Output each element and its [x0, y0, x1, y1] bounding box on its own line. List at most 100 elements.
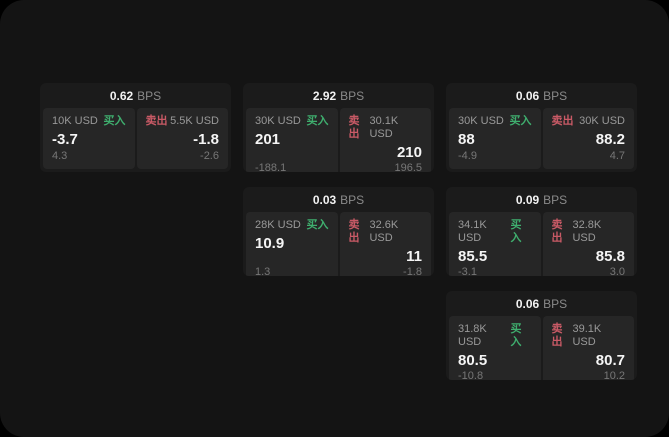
bps-value: 0.09	[515, 192, 540, 207]
buy-panel[interactable]: 34.1K USD 买入 85.5 -3.1	[449, 212, 541, 276]
sell-price: 210	[396, 144, 422, 161]
sell-price: -1.8	[193, 131, 219, 148]
bps-value: 0.06	[515, 296, 540, 311]
sell-panel[interactable]: 卖出 30K USD 88.2 4.7	[542, 108, 634, 169]
buy-amount: 30K USD	[458, 115, 504, 127]
buy-delta: -3.1	[458, 266, 477, 276]
buy-amount: 31.8K USD	[458, 323, 487, 348]
quote-card-header: 0.62 BPS	[40, 83, 231, 108]
bps-unit-label: BPS	[543, 192, 568, 207]
sell-label: 卖出	[551, 323, 563, 348]
sell-panel-top: 卖出 32.8K USD	[552, 219, 626, 245]
sell-delta: 196.5	[394, 162, 422, 172]
sell-price: 11	[406, 248, 422, 265]
buy-label: 买入	[306, 115, 329, 127]
quote-card-header: 0.09 BPS	[446, 187, 637, 212]
buy-price: 201	[255, 131, 281, 148]
sell-panel[interactable]: 卖出 32.6K USD 11 -1.8	[339, 212, 431, 276]
sell-panel[interactable]: 卖出 30.1K USD 210 196.5	[339, 108, 431, 172]
quote-panels: 28K USD 买入 10.9 1.3 卖出 32.6K USD 11 -1.8	[243, 212, 434, 276]
buy-panel-top: 28K USD 买入	[255, 219, 329, 232]
buy-panel[interactable]: 10K USD 买入 -3.7 4.3	[43, 108, 135, 169]
sell-label: 卖出	[348, 219, 360, 244]
buy-price: 85.5	[458, 248, 488, 265]
sell-price: 85.8	[595, 248, 625, 265]
bps-value: 0.62	[109, 88, 134, 103]
quote-card: 0.09 BPS 34.1K USD 买入 85.5 -3.1 卖出 32.8K…	[446, 187, 637, 276]
sell-amount: 30K USD	[579, 115, 625, 127]
sell-delta: 4.7	[609, 150, 625, 162]
quote-card-header: 2.92 BPS	[243, 83, 434, 108]
quote-panels: 34.1K USD 买入 85.5 -3.1 卖出 32.8K USD 85.8…	[446, 212, 637, 276]
buy-panel[interactable]: 30K USD 买入 88 -4.9	[449, 108, 541, 169]
buy-panel-top: 31.8K USD 买入	[458, 323, 532, 349]
sell-panel[interactable]: 卖出 5.5K USD -1.8 -2.6	[136, 108, 228, 169]
buy-label: 买入	[509, 115, 532, 127]
buy-price: 88	[458, 131, 475, 148]
buy-amount: 30K USD	[255, 115, 301, 127]
quote-card: 2.92 BPS 30K USD 买入 201 -188.1 卖出 30.1K …	[243, 83, 434, 172]
quote-card: 0.06 BPS 31.8K USD 买入 80.5 -10.8 卖出 39.1…	[446, 291, 637, 380]
sell-amount: 5.5K USD	[170, 115, 219, 127]
buy-delta: -10.8	[458, 370, 484, 380]
quote-panels: 30K USD 买入 88 -4.9 卖出 30K USD 88.2 4.7	[446, 108, 637, 172]
sell-panel-top: 卖出 5.5K USD	[146, 115, 220, 128]
sell-amount: 32.8K USD	[572, 219, 602, 244]
sell-delta: -1.8	[403, 266, 422, 276]
buy-panel-top: 30K USD 买入	[458, 115, 532, 128]
buy-amount: 10K USD	[52, 115, 98, 127]
quotes-grid: 0.62 BPS 10K USD 买入 -3.7 4.3 卖出 5.5K USD…	[40, 83, 637, 380]
sell-panel[interactable]: 卖出 32.8K USD 85.8 3.0	[542, 212, 634, 276]
buy-label: 买入	[103, 115, 126, 127]
quote-panels: 10K USD 买入 -3.7 4.3 卖出 5.5K USD -1.8 -2.…	[40, 108, 231, 172]
bps-unit-label: BPS	[543, 88, 568, 103]
sell-label: 卖出	[348, 115, 360, 140]
buy-amount: 28K USD	[255, 219, 301, 231]
bps-value: 0.06	[515, 88, 540, 103]
buy-delta: 1.3	[255, 266, 271, 276]
sell-amount: 39.1K USD	[572, 323, 602, 348]
buy-panel[interactable]: 28K USD 买入 10.9 1.3	[246, 212, 338, 276]
bps-unit-label: BPS	[340, 192, 365, 207]
sell-price: 80.7	[595, 352, 625, 369]
sell-price: 88.2	[595, 131, 625, 148]
buy-price: 80.5	[458, 352, 488, 369]
bps-unit-label: BPS	[340, 88, 365, 103]
quote-card: 0.06 BPS 30K USD 买入 88 -4.9 卖出 30K USD 8…	[446, 83, 637, 172]
buy-panel-top: 34.1K USD 买入	[458, 219, 532, 245]
bps-value: 0.03	[312, 192, 337, 207]
quote-card-header: 0.06 BPS	[446, 291, 637, 316]
buy-amount: 34.1K USD	[458, 219, 487, 244]
buy-label: 买入	[306, 219, 329, 231]
buy-panel-top: 10K USD 买入	[52, 115, 126, 128]
buy-panel-top: 30K USD 买入	[255, 115, 329, 128]
quote-panels: 30K USD 买入 201 -188.1 卖出 30.1K USD 210 1…	[243, 108, 434, 172]
bps-value: 2.92	[312, 88, 337, 103]
sell-label: 卖出	[551, 115, 574, 127]
buy-delta: -4.9	[458, 150, 477, 162]
buy-delta: 4.3	[52, 150, 68, 162]
sell-delta: -2.6	[200, 150, 219, 162]
quote-card: 0.62 BPS 10K USD 买入 -3.7 4.3 卖出 5.5K USD…	[40, 83, 231, 172]
buy-label: 买入	[510, 219, 522, 244]
sell-delta: 10.2	[603, 370, 625, 380]
bps-unit-label: BPS	[137, 88, 162, 103]
sell-panel-top: 卖出 39.1K USD	[552, 323, 626, 349]
sell-delta: 3.0	[609, 266, 625, 276]
buy-label: 买入	[510, 323, 522, 348]
bps-unit-label: BPS	[543, 296, 568, 311]
buy-panel[interactable]: 31.8K USD 买入 80.5 -10.8	[449, 316, 541, 380]
quote-panels: 31.8K USD 买入 80.5 -10.8 卖出 39.1K USD 80.…	[446, 316, 637, 380]
quote-card-header: 0.06 BPS	[446, 83, 637, 108]
sell-label: 卖出	[145, 115, 168, 127]
buy-price: 10.9	[255, 235, 285, 252]
buy-panel[interactable]: 30K USD 买入 201 -188.1	[246, 108, 338, 172]
sell-amount: 30.1K USD	[369, 115, 399, 140]
sell-panel-top: 卖出 30K USD	[552, 115, 626, 128]
buy-price: -3.7	[52, 131, 78, 148]
sell-panel[interactable]: 卖出 39.1K USD 80.7 10.2	[542, 316, 634, 380]
buy-delta: -188.1	[255, 162, 287, 172]
sell-panel-top: 卖出 30.1K USD	[349, 115, 423, 141]
sell-amount: 32.6K USD	[369, 219, 399, 244]
